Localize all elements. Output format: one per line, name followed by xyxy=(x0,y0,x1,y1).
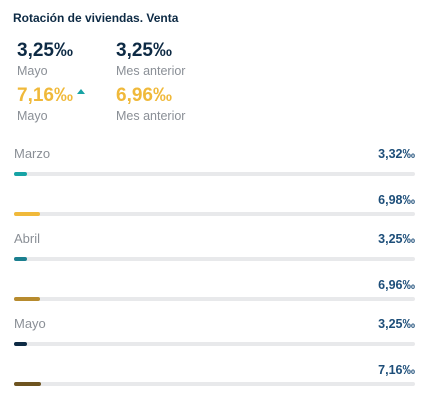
stat-current-month-secondary: 7,16‰ Mayo xyxy=(17,85,85,124)
stat-label: Mayo xyxy=(17,64,48,78)
bar-track xyxy=(14,257,415,261)
bar-track xyxy=(14,382,415,386)
bar-track xyxy=(14,212,415,216)
bar-fill xyxy=(14,257,27,261)
stat-value: 3,25‰ xyxy=(17,40,73,61)
bar-track xyxy=(14,297,415,301)
bar-value-0-0: 3,32‰ xyxy=(378,147,415,161)
stat-value-row: 7,16‰ xyxy=(17,85,85,107)
widget-title: Rotación de viviendas. Venta xyxy=(13,11,179,25)
triangle-up-icon xyxy=(76,89,85,94)
stat-value: 6,96‰ xyxy=(116,85,172,106)
bar-fill xyxy=(14,212,41,216)
stat-label: Mayo xyxy=(17,109,48,123)
bar-value-2-0: 3,25‰ xyxy=(378,317,415,331)
bar-value-1-1: 6,96‰ xyxy=(378,278,415,292)
stat-value: 3,25‰ xyxy=(116,40,172,61)
bar-track xyxy=(14,172,415,176)
stat-value: 7,16‰ xyxy=(17,85,73,106)
stat-previous-month-secondary: 6,96‰ Mes anterior xyxy=(116,85,185,124)
bar-value-1-0: 3,25‰ xyxy=(378,232,415,246)
bar-value-0-1: 6,98‰ xyxy=(378,193,415,207)
bar-track xyxy=(14,342,415,346)
bar-fill xyxy=(14,297,41,301)
month-label-0: Marzo xyxy=(14,146,51,161)
month-label-2: Mayo xyxy=(14,316,46,331)
bar-fill xyxy=(14,342,27,346)
stat-label: Mes anterior xyxy=(116,64,186,78)
bar-value-2-1: 7,16‰ xyxy=(378,363,415,377)
bar-fill xyxy=(14,172,28,176)
bar-fill xyxy=(14,382,42,386)
stat-current-month-primary: 3,25‰ Mayo xyxy=(17,40,73,79)
stat-previous-month-primary: 3,25‰ Mes anterior xyxy=(116,40,185,79)
stat-label: Mes anterior xyxy=(116,109,186,123)
month-label-1: Abril xyxy=(14,231,41,246)
